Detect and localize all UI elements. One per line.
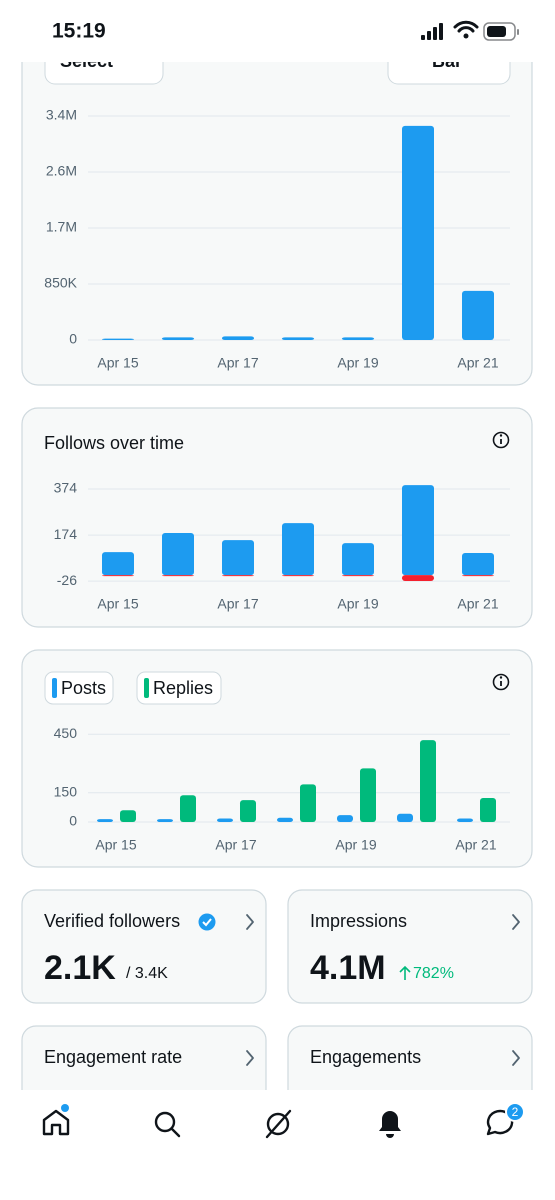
x-tick-label: Apr 19 xyxy=(337,596,378,612)
legend-label[interactable]: Posts xyxy=(61,678,106,698)
bar xyxy=(277,817,293,822)
x-tick-label: Apr 17 xyxy=(217,355,258,371)
bottom-nav xyxy=(0,1090,555,1200)
y-tick-label: 450 xyxy=(54,725,78,741)
x-tick-label: Apr 19 xyxy=(337,355,378,371)
card-value: 4.1M xyxy=(310,949,386,987)
y-tick-label: 850K xyxy=(44,275,77,291)
x-tick-label: Apr 15 xyxy=(97,355,138,371)
bar xyxy=(397,813,413,822)
bar xyxy=(342,575,374,577)
x-tick-label: Apr 21 xyxy=(457,355,498,371)
card-change: 782% xyxy=(413,965,454,982)
grok-tab[interactable] xyxy=(265,1109,292,1139)
x-tick-label: Apr 15 xyxy=(95,837,136,853)
bar xyxy=(402,485,434,576)
search-tab[interactable] xyxy=(154,1111,181,1138)
bar xyxy=(282,337,314,340)
chevron xyxy=(512,1050,520,1066)
card-title: Engagement rate xyxy=(44,1047,182,1067)
bar xyxy=(102,575,134,577)
bar xyxy=(222,540,254,576)
x-tick-label: Apr 17 xyxy=(215,837,256,853)
legend-swatch xyxy=(52,678,57,698)
bar xyxy=(462,575,494,577)
stat-card[interactable] xyxy=(287,889,533,1004)
chevron xyxy=(512,914,520,930)
legend-swatch xyxy=(144,678,149,698)
chart-title: Follows over time xyxy=(44,433,184,453)
wifi-icon xyxy=(453,20,479,39)
messages-tab[interactable] xyxy=(486,1102,525,1136)
legend-pill[interactable] xyxy=(136,671,222,705)
bar xyxy=(342,337,374,340)
bar xyxy=(457,818,473,822)
bar xyxy=(360,768,376,822)
x-tick-label: Apr 19 xyxy=(335,837,376,853)
chevron xyxy=(246,1050,254,1066)
bar xyxy=(180,795,196,822)
bar xyxy=(162,575,194,577)
bar xyxy=(300,784,316,822)
bar xyxy=(420,740,436,822)
card-title: Impressions xyxy=(310,911,407,931)
bar xyxy=(402,575,434,581)
bar xyxy=(222,336,254,340)
bar xyxy=(217,818,233,822)
info-icon[interactable] xyxy=(492,673,510,691)
bar xyxy=(337,815,353,822)
home-tab[interactable] xyxy=(42,1104,70,1136)
status-time: 15:19 xyxy=(52,20,106,43)
bar xyxy=(240,800,256,822)
bar xyxy=(222,575,254,577)
card-title: Verified followers xyxy=(44,911,180,931)
card-title: Engagements xyxy=(310,1047,421,1067)
x-tick-label: Apr 15 xyxy=(97,596,138,612)
signal-icon xyxy=(421,23,443,40)
bar xyxy=(102,552,134,576)
y-tick-label: 2.6M xyxy=(46,163,77,179)
badge-count: 2 xyxy=(512,1105,519,1119)
status-bar xyxy=(0,0,555,62)
y-tick-label: 174 xyxy=(54,526,78,542)
y-tick-label: 0 xyxy=(69,813,77,829)
up-arrow xyxy=(399,965,411,980)
y-tick-label: -26 xyxy=(57,572,77,588)
y-tick-label: 1.7M xyxy=(46,219,77,235)
info-icon[interactable] xyxy=(492,431,510,449)
bar xyxy=(402,125,434,340)
bar xyxy=(282,575,314,577)
legend-label[interactable]: Replies xyxy=(153,678,213,698)
x-tick-label: Apr 17 xyxy=(217,596,258,612)
y-tick-label: 374 xyxy=(54,480,78,496)
x-tick-label: Apr 21 xyxy=(455,837,496,853)
legend-pill[interactable] xyxy=(44,671,114,705)
bar xyxy=(157,819,173,822)
card-total: / 3.4K xyxy=(126,965,168,982)
bar xyxy=(282,523,314,576)
x-tick-label: Apr 21 xyxy=(457,596,498,612)
bar xyxy=(342,543,374,576)
chevron xyxy=(246,914,254,930)
verified-badge xyxy=(198,913,216,931)
bar xyxy=(97,819,113,822)
card-value: 2.1K xyxy=(44,949,116,987)
bar xyxy=(462,290,494,340)
bar xyxy=(480,798,496,822)
bar xyxy=(162,533,194,576)
y-tick-label: 0 xyxy=(69,331,77,347)
charts: 0 850K 1.7M 2.6M 3.4M Apr 15 Apr 17 Apr 19 Apr 2… xyxy=(44,107,510,853)
y-tick-label: 150 xyxy=(54,783,78,799)
bar xyxy=(120,810,136,822)
y-tick-label: 3.4M xyxy=(46,107,77,123)
bar xyxy=(162,337,194,340)
bar xyxy=(462,553,494,576)
battery-icon xyxy=(483,22,519,41)
notifications-tab[interactable] xyxy=(379,1111,401,1138)
bar xyxy=(102,338,134,340)
